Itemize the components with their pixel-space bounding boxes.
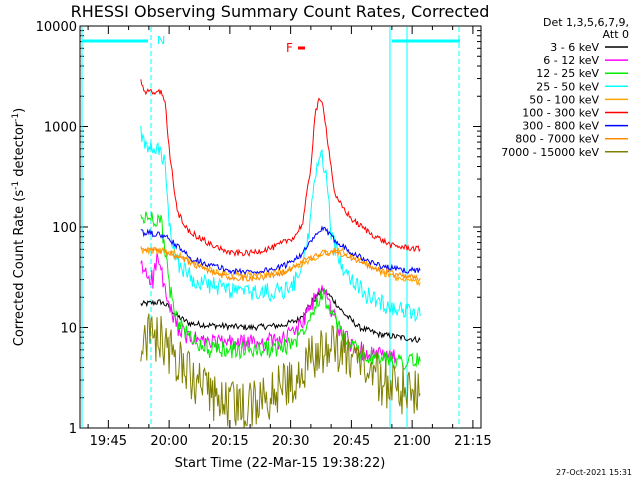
series-line-2: [140, 211, 421, 371]
legend-label-4: 50 - 100 keV: [529, 93, 599, 106]
chart-title: RHESSI Observing Summary Count Rates, Co…: [71, 2, 490, 21]
flare-marker: F: [286, 41, 305, 55]
night-markers: N: [81, 27, 460, 428]
series-line-6: [140, 225, 421, 276]
axis-ticks: [80, 25, 481, 429]
x-tick-label: 19:45: [90, 434, 127, 449]
legend-label-6: 300 - 800 keV: [522, 120, 599, 133]
flare-label: F: [286, 41, 293, 55]
y-tick-label: 10000: [36, 20, 77, 35]
series-line-0: [140, 285, 421, 344]
y-tick-label: 10: [60, 322, 77, 337]
legend-label-7: 800 - 7000 keV: [515, 133, 599, 146]
legend-label-3: 25 - 50 keV: [536, 80, 599, 93]
date-stamp: 27-Oct-2021 15:31: [556, 468, 632, 477]
y-tick-label: 100: [52, 221, 77, 236]
series-lines: [140, 79, 421, 428]
y-tick-label: 1: [69, 422, 77, 437]
night-label: N: [157, 34, 165, 47]
legend-label-2: 12 - 25 keV: [536, 67, 599, 80]
x-axis-label: Start Time (22-Mar-15 19:38:22): [175, 456, 386, 471]
y-axis-label: Corrected Count Rate (s-1 detector-1): [11, 108, 27, 346]
x-tick-label: 20:15: [211, 434, 248, 449]
x-tick-labels: 19:45 20:00 20:15 20:30 20:45 21:00 21:15: [90, 434, 492, 449]
y-tick-labels: 1 10 100 1000 10000: [36, 20, 77, 437]
x-tick-label: 20:30: [272, 434, 309, 449]
legend-label-5: 100 - 300 keV: [522, 107, 599, 120]
series-line-7: [140, 246, 421, 282]
legend-label-1: 6 - 12 keV: [543, 54, 599, 67]
legend-header-1: Det 1,3,5,6,7,9,: [543, 16, 629, 29]
x-tick-label: 21:00: [393, 434, 430, 449]
legend-label-8: 7000 - 15000 keV: [501, 146, 599, 159]
series-line-3: [140, 125, 421, 323]
y-tick-label: 1000: [44, 121, 77, 136]
plot-frame: [79, 25, 482, 429]
legend-label-0: 3 - 6 keV: [550, 41, 599, 54]
series-line-5: [140, 79, 421, 258]
series-line-8: [140, 313, 421, 428]
x-tick-label: 20:45: [333, 434, 370, 449]
x-tick-label: 21:15: [454, 434, 491, 449]
x-tick-label: 20:00: [150, 434, 187, 449]
legend-header-2: Att 0: [603, 28, 629, 41]
